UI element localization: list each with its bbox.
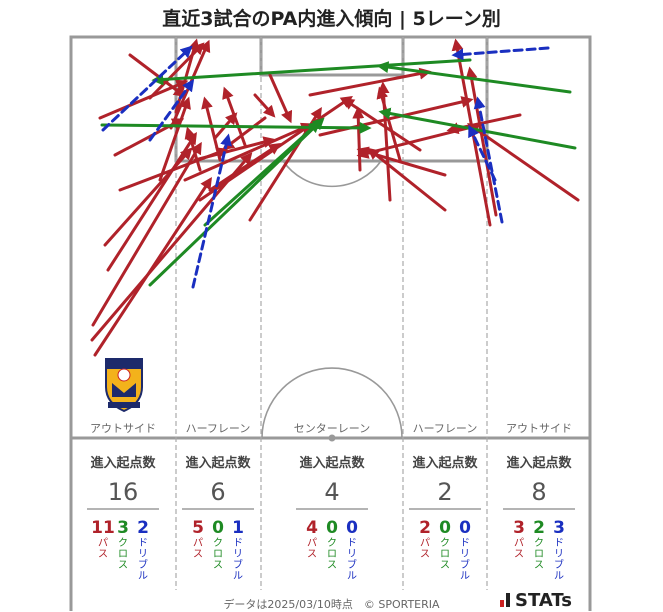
- pass-label: パス: [307, 537, 317, 560]
- dribble-arrow: [148, 79, 195, 142]
- dribble-label: ドリブル: [460, 538, 470, 582]
- stat-total: 8: [531, 478, 546, 506]
- pass-arrow: [158, 96, 191, 182]
- pass-arrow: [308, 67, 432, 97]
- stat-total: 4: [324, 478, 339, 506]
- dribble-count: 0: [459, 518, 471, 538]
- pass-arrow: [376, 86, 402, 162]
- lane-dividers: [175, 37, 488, 590]
- pass-arrow: [367, 147, 447, 212]
- penalty-arc: [282, 160, 382, 188]
- dribble-arrow: [473, 96, 504, 224]
- pass-count: 5: [192, 518, 204, 538]
- cross-label: クロス: [440, 537, 450, 571]
- pass-arrow: [356, 146, 447, 177]
- dribble-count: 2: [137, 518, 149, 538]
- dribble-label: ドリブル: [554, 538, 564, 582]
- pass-arrow: [98, 79, 189, 120]
- dribble-arrow: [468, 124, 497, 182]
- penalty-area: [174, 35, 489, 163]
- cross-arrow: [376, 61, 572, 94]
- cross-count: 0: [439, 518, 451, 538]
- cross-arrow: [151, 58, 472, 86]
- cross-count: 0: [326, 518, 338, 538]
- pass-arrow: [342, 98, 422, 152]
- stat-total: 2: [437, 478, 452, 506]
- cross-count: 0: [212, 518, 224, 538]
- dribble-arrow: [101, 45, 193, 132]
- pass-arrow: [352, 106, 365, 172]
- pass-arrow: [253, 93, 276, 118]
- entry-arrows: [90, 38, 580, 357]
- pass-arrow: [90, 152, 253, 342]
- dribble-count: 3: [553, 518, 565, 538]
- pass-arrow: [465, 66, 498, 217]
- pass-arrow: [268, 73, 293, 124]
- pass-count: 3: [513, 518, 525, 538]
- lane-labels: アウトサイド ハーフレーン センターレーン ハーフレーン アウトサイド: [90, 422, 572, 435]
- chart-title: 直近3試合のPA内進入傾向 | 5レーン別: [162, 8, 501, 30]
- stat-header: 進入起点数: [299, 455, 365, 471]
- dribble-arrow: [451, 46, 550, 61]
- pass-arrow: [318, 96, 474, 137]
- pass-label: パス: [420, 537, 430, 560]
- lane-label: アウトサイド: [90, 422, 156, 435]
- cross-label: クロス: [213, 537, 223, 571]
- pass-arrow: [91, 141, 202, 327]
- cross-label: クロス: [327, 537, 337, 571]
- stats-brand-logo: STATs: [500, 590, 572, 611]
- dribble-label: ドリブル: [138, 538, 148, 582]
- lane-label: センターレーン: [294, 422, 370, 435]
- lane-stats: 進入起点数1611パス3クロス2ドリブル進入起点数65パス0クロス1ドリブル進入…: [87, 455, 575, 582]
- center-circle: [261, 367, 403, 439]
- club-crest-logo: [105, 358, 143, 413]
- cross-arrow: [148, 117, 325, 287]
- dribble-count: 1: [232, 518, 244, 538]
- pass-count: 4: [306, 518, 318, 538]
- stat-total: 6: [210, 478, 225, 506]
- pass-arrow: [106, 131, 197, 272]
- center-spot: [328, 434, 336, 442]
- pass-arrow: [467, 122, 580, 202]
- lane-label: アウトサイド: [506, 422, 572, 435]
- pass-arrow: [201, 96, 222, 162]
- brand-name: STATs: [515, 590, 572, 611]
- dribble-arrow: [191, 133, 232, 289]
- pass-label: パス: [514, 537, 524, 560]
- lane-label: ハーフレーン: [186, 422, 251, 435]
- pass-label: パス: [193, 537, 203, 560]
- stat-header: 進入起点数: [185, 455, 251, 471]
- dribble-label: ドリブル: [347, 538, 357, 582]
- cross-arrow: [100, 121, 372, 134]
- footer-note: データは2025/03/10時点 © SPORTERIA: [223, 598, 440, 611]
- cross-arrow: [203, 120, 321, 227]
- cross-label: クロス: [118, 537, 128, 571]
- pass-arrow: [208, 143, 282, 192]
- cross-count: 3: [117, 518, 129, 538]
- pass-arrow: [93, 176, 212, 357]
- stats-bars-icon: [500, 593, 512, 607]
- lane-label: ハーフレーン: [413, 422, 478, 435]
- pass-count: 11: [91, 518, 115, 538]
- pass-arrow: [198, 95, 353, 202]
- stat-header: 進入起点数: [506, 455, 572, 471]
- cross-label: クロス: [534, 537, 544, 571]
- stat-header: 進入起点数: [90, 455, 156, 471]
- stat-total: 16: [108, 478, 139, 506]
- pass-count: 2: [419, 518, 431, 538]
- cross-count: 2: [533, 518, 545, 538]
- dribble-count: 0: [346, 518, 358, 538]
- stat-header: 進入起点数: [412, 455, 478, 471]
- dribble-label: ドリブル: [233, 538, 243, 582]
- pass-label: パス: [98, 537, 108, 560]
- pass-arrow: [193, 136, 276, 162]
- pass-arrow: [148, 42, 205, 100]
